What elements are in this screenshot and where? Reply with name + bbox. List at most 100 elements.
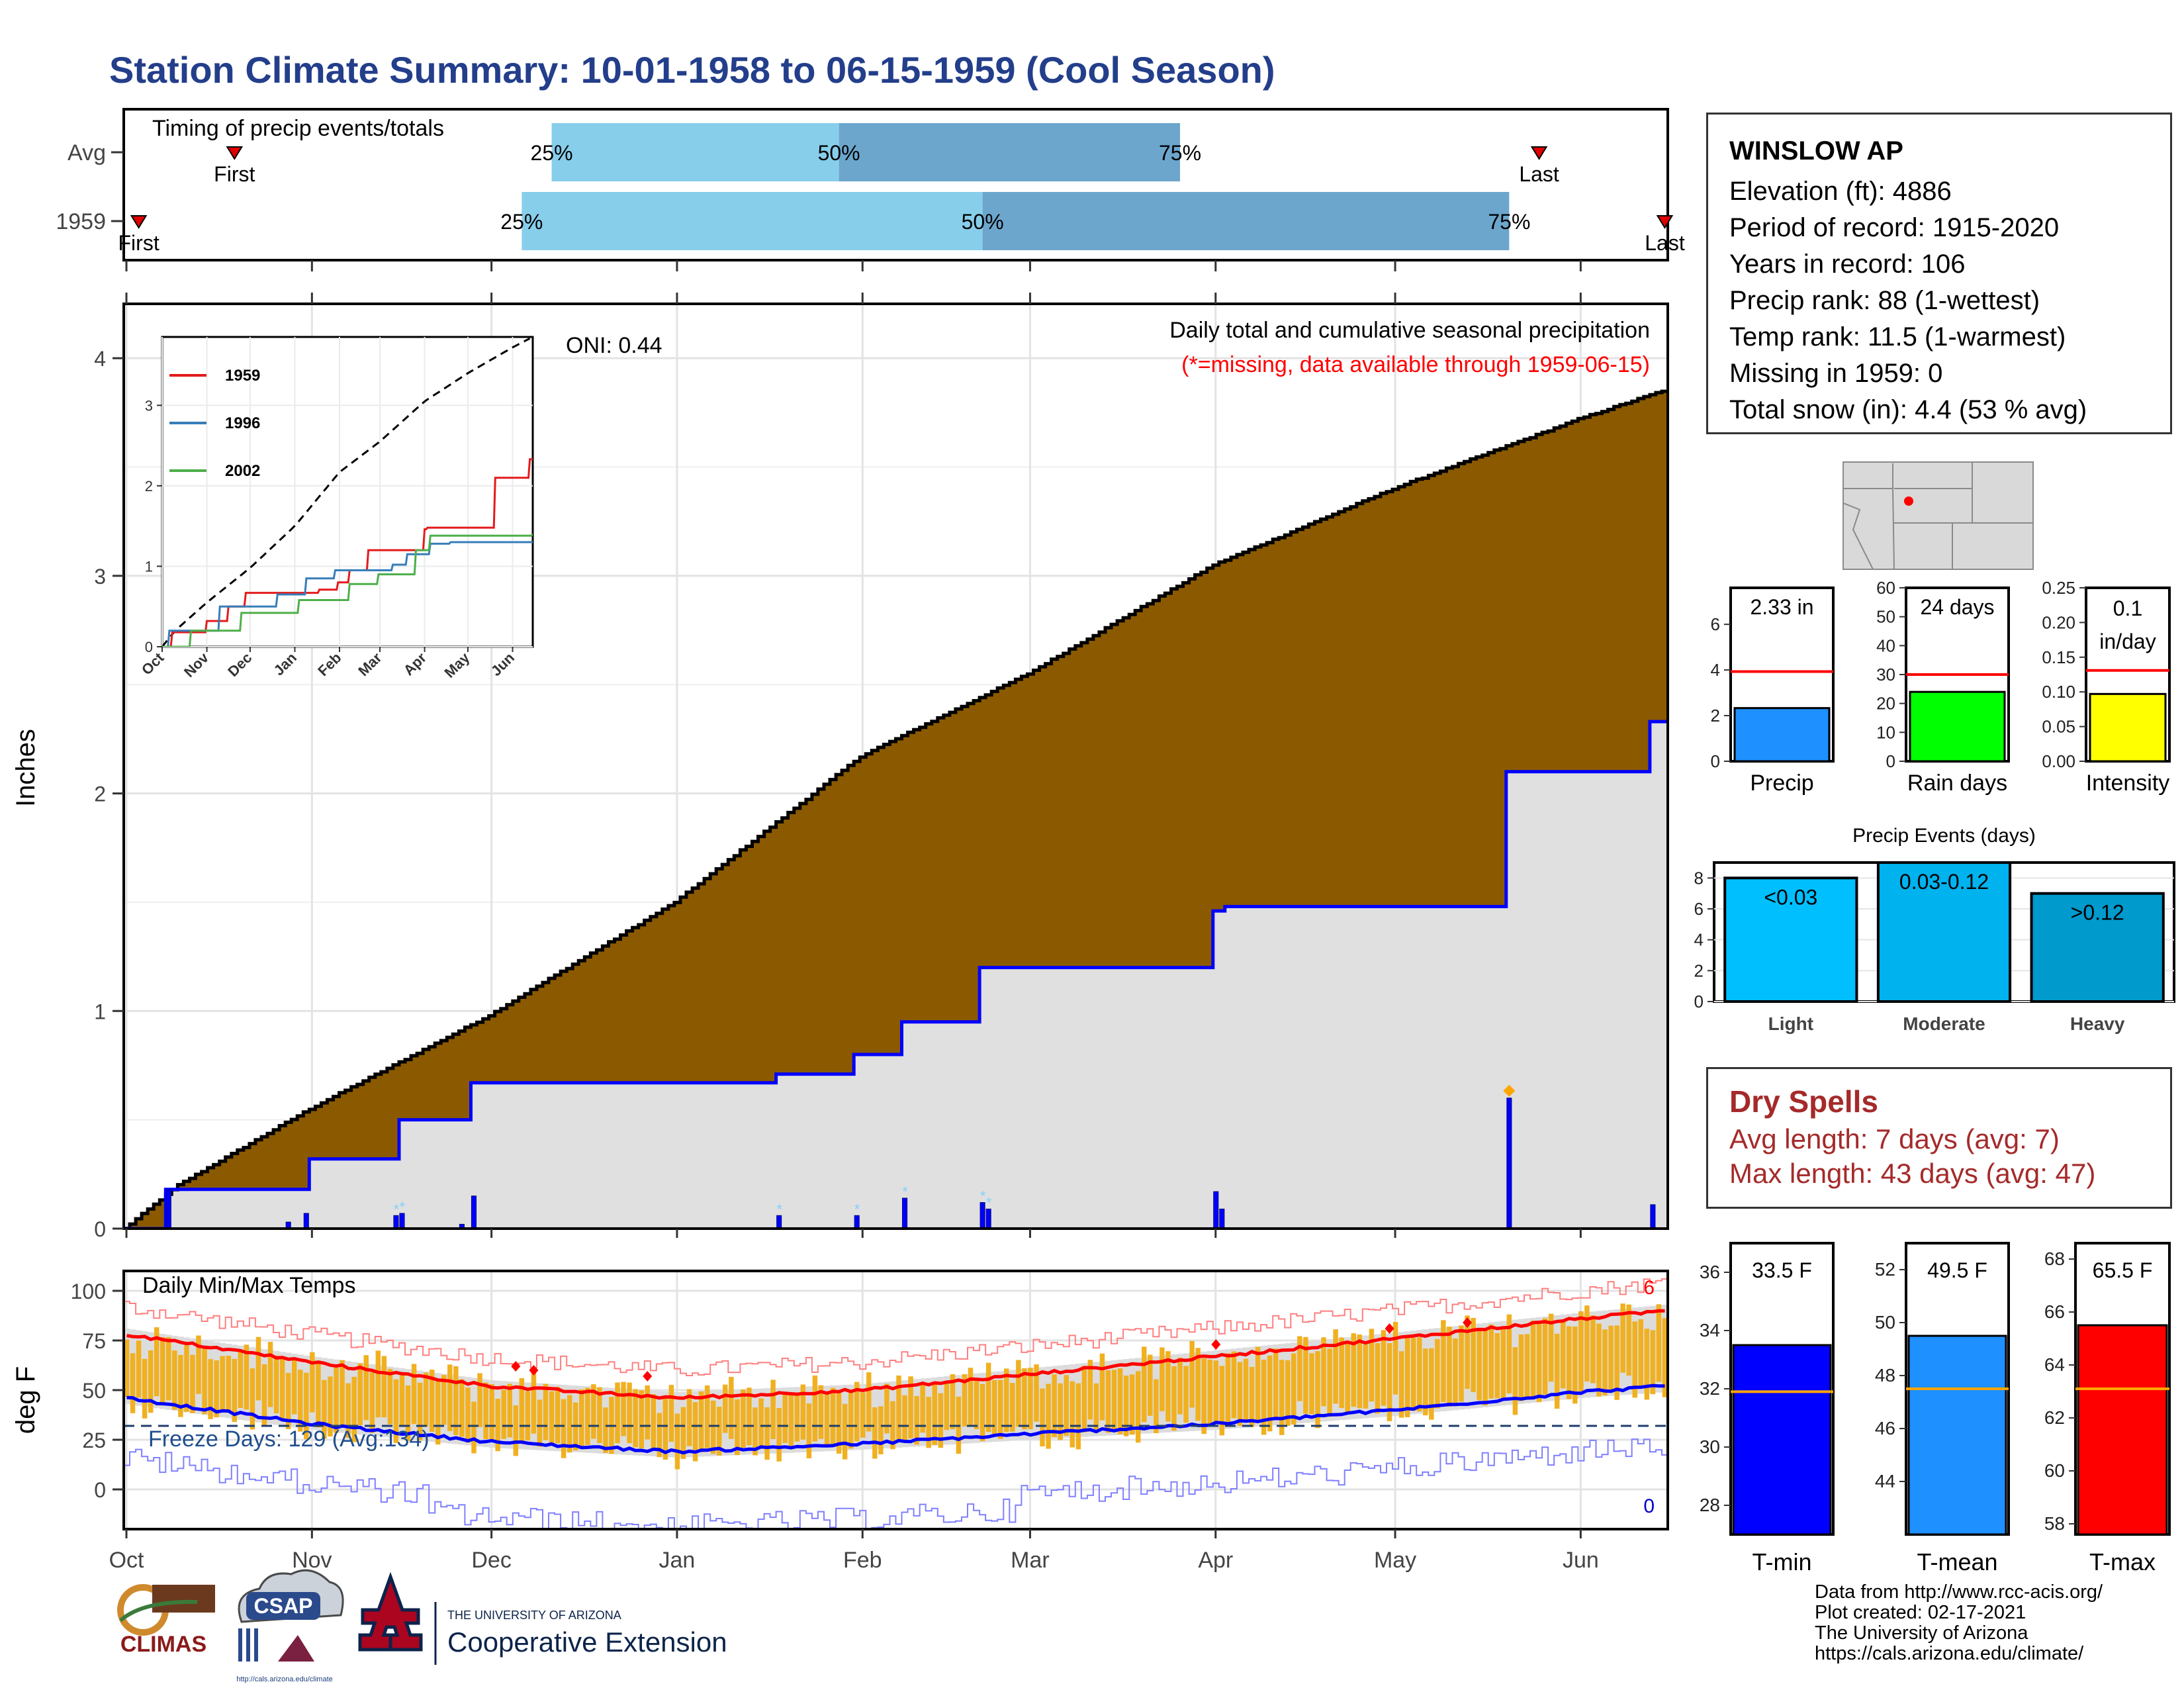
daily-temp-bar [1542, 1318, 1548, 1395]
temp-bar-ytick-label: 30 [1700, 1436, 1720, 1457]
footer-line: The University of Arizona [1815, 1622, 2028, 1644]
daily-temp-bar [1207, 1359, 1212, 1424]
station-info-box: WINSLOW AP Elevation (ft): 4886 Period o… [1706, 113, 2172, 434]
events-category-label: Moderate [1903, 1013, 1985, 1034]
record-low-line [124, 1438, 1668, 1529]
temp-bar-ytick-label: 68 [2044, 1248, 2065, 1269]
station-temp-rank: Temp rank: 11.5 (1-warmest) [1729, 322, 2066, 352]
csap-text: CSAP [254, 1594, 313, 1618]
daily-temp-bar [1584, 1305, 1590, 1382]
record-high-marker [529, 1365, 539, 1376]
daily-temp-bar [411, 1364, 417, 1425]
month-label: Oct [109, 1548, 144, 1573]
daily-temp-bar [1494, 1333, 1500, 1399]
daily-temp-bar [1524, 1334, 1530, 1399]
daily-temp-bar [1357, 1334, 1363, 1409]
daily-temp-bar [615, 1382, 620, 1444]
daily-temp-bar [950, 1374, 956, 1430]
daily-temp-bar [202, 1348, 207, 1415]
obs-cumulative-line [124, 720, 1668, 1229]
daily-temp-bar [1423, 1348, 1428, 1416]
daily-temp-bar [579, 1389, 584, 1448]
daily-temp-bar [1291, 1353, 1297, 1425]
temp-title: Daily Min/Max Temps [142, 1273, 355, 1298]
precip-ylabel: Inches [11, 729, 40, 807]
avg-max-line [126, 1309, 1665, 1400]
daily-temp-bar [316, 1360, 321, 1428]
daily-temp-bar [124, 1339, 130, 1397]
temp-bar-ytick-label: 46 [1875, 1418, 1895, 1438]
daily-temp-bar [1465, 1315, 1470, 1389]
events-bar-light [1723, 876, 1858, 1004]
timing-first-marker [226, 146, 244, 160]
snow-marker: * [400, 1199, 406, 1215]
daily-precip-bar [459, 1223, 465, 1229]
daily-temp-bar [1016, 1360, 1021, 1427]
temp-bar-ytick-label: 32 [1700, 1378, 1720, 1399]
temp-bar-0 [1732, 1344, 1832, 1536]
daily-temp-bar [938, 1393, 944, 1448]
daily-temp-bar [1279, 1360, 1285, 1435]
daily-temp-bar [178, 1354, 183, 1417]
daily-temp-bar [1177, 1357, 1183, 1415]
daily-temp-bar [645, 1385, 650, 1440]
daily-temp-bar [668, 1385, 674, 1442]
timing-first-marker [130, 215, 148, 229]
daily-temp-bar [621, 1382, 626, 1436]
daily-temp-bar [220, 1356, 225, 1413]
events-ytick-label: 4 [1694, 930, 1704, 950]
daily-temp-bar [1309, 1353, 1314, 1415]
month-label: Apr [1198, 1548, 1233, 1573]
daily-temp-bar [1392, 1322, 1398, 1395]
daily-temp-bar [794, 1394, 800, 1442]
daily-temp-bar [1117, 1368, 1123, 1434]
daily-temp-bar [214, 1360, 219, 1418]
record-high-marker [1463, 1317, 1473, 1328]
daily-temp-bar [830, 1387, 836, 1446]
events-value-label: 0.03-0.12 [1899, 870, 1989, 894]
daily-temp-bar [1561, 1321, 1566, 1389]
daily-temp-bar [890, 1401, 895, 1450]
daily-temp-bar [304, 1372, 309, 1440]
temp-bar-ytick-label: 34 [1700, 1320, 1720, 1340]
inset-series-2002 [162, 533, 533, 647]
missing-note: (*=missing, data available through 1959-… [1181, 352, 1650, 377]
daily-temp-bar [537, 1399, 543, 1447]
daily-temp-bar [328, 1376, 333, 1437]
daily-temp-bar [1435, 1338, 1440, 1409]
daily-temp-bar [979, 1383, 985, 1442]
station-elevation: Elevation (ft): 4886 [1729, 177, 1952, 206]
daily-temp-bar [1644, 1329, 1650, 1400]
mini-value-label: 2.33 in [1750, 595, 1813, 619]
daily-temp-bar [1429, 1348, 1434, 1420]
daily-temp-bar [824, 1393, 830, 1447]
timing-bar-50-75 [982, 192, 1510, 250]
footer-credits: Data from http://www.rcc-acis.org/ Plot … [1815, 1582, 2103, 1664]
mini-bar-0 [1733, 707, 1831, 763]
temp-ytick-label: 100 [71, 1280, 106, 1303]
daily-temp-bar [399, 1374, 405, 1426]
daily-temp-bar [1142, 1346, 1147, 1423]
station-precip-rank: Precip rank: 88 (1-wettest) [1729, 286, 2040, 315]
daily-temp-bar [1482, 1329, 1488, 1406]
daily-temp-bar [1590, 1315, 1596, 1383]
page-title: Station Climate Summary: 10-01-1958 to 0… [109, 49, 1275, 91]
daily-temp-bar [357, 1363, 363, 1425]
daily-temp-bar [1099, 1353, 1105, 1421]
temp-bar-label: T-mean [1917, 1548, 1997, 1575]
snow-marker: * [980, 1188, 986, 1205]
daily-temp-bar [1315, 1351, 1320, 1429]
mini-ytick-label: 0.05 [2042, 717, 2075, 737]
ua-small-text: THE UNIVERSITY OF ARIZONA [447, 1609, 621, 1622]
timing-title: Timing of precip events/totals [152, 116, 444, 141]
daily-temp-bar [627, 1382, 632, 1444]
daily-temp-bar [1602, 1329, 1608, 1396]
timing-panel: 25% 50% 75% First Last 25% 50% 75% First Last Tim… [56, 108, 1685, 261]
daily-temp-bar [920, 1383, 925, 1433]
daily-temp-bar [1512, 1347, 1518, 1415]
timing-last-marker [1656, 215, 1674, 229]
daily-temp-bar [363, 1355, 369, 1421]
daily-temp-bar [1614, 1325, 1619, 1400]
daily-temp-bar [567, 1395, 572, 1453]
